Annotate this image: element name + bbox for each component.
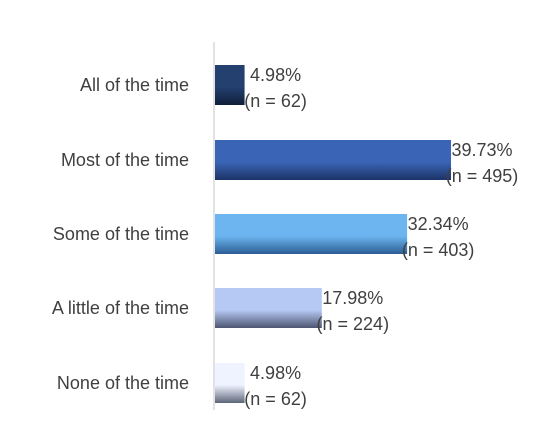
category-label: None of the time <box>57 373 189 393</box>
category-label: Most of the time <box>61 150 189 170</box>
value-label: 4.98% <box>250 363 301 383</box>
value-label: 32.34% <box>408 214 469 234</box>
category-label: All of the time <box>80 75 189 95</box>
category-label: A little of the time <box>52 298 189 318</box>
count-label: (n = 224) <box>317 314 390 334</box>
value-label: 4.98% <box>250 65 301 85</box>
value-label: 39.73% <box>451 140 512 160</box>
bar-most-of-the-time <box>215 140 451 180</box>
bar-some-of-the-time <box>215 214 408 254</box>
count-label: (n = 62) <box>244 389 307 409</box>
bar-a-little-of-the-time <box>215 288 322 328</box>
bar-none-of-the-time <box>215 363 245 403</box>
value-label: 17.98% <box>322 288 383 308</box>
count-label: (n = 403) <box>402 240 475 260</box>
category-label: Some of the time <box>53 224 189 244</box>
count-label: (n = 495) <box>446 166 519 186</box>
count-label: (n = 62) <box>244 91 307 111</box>
bar-all-of-the-time <box>215 65 245 105</box>
